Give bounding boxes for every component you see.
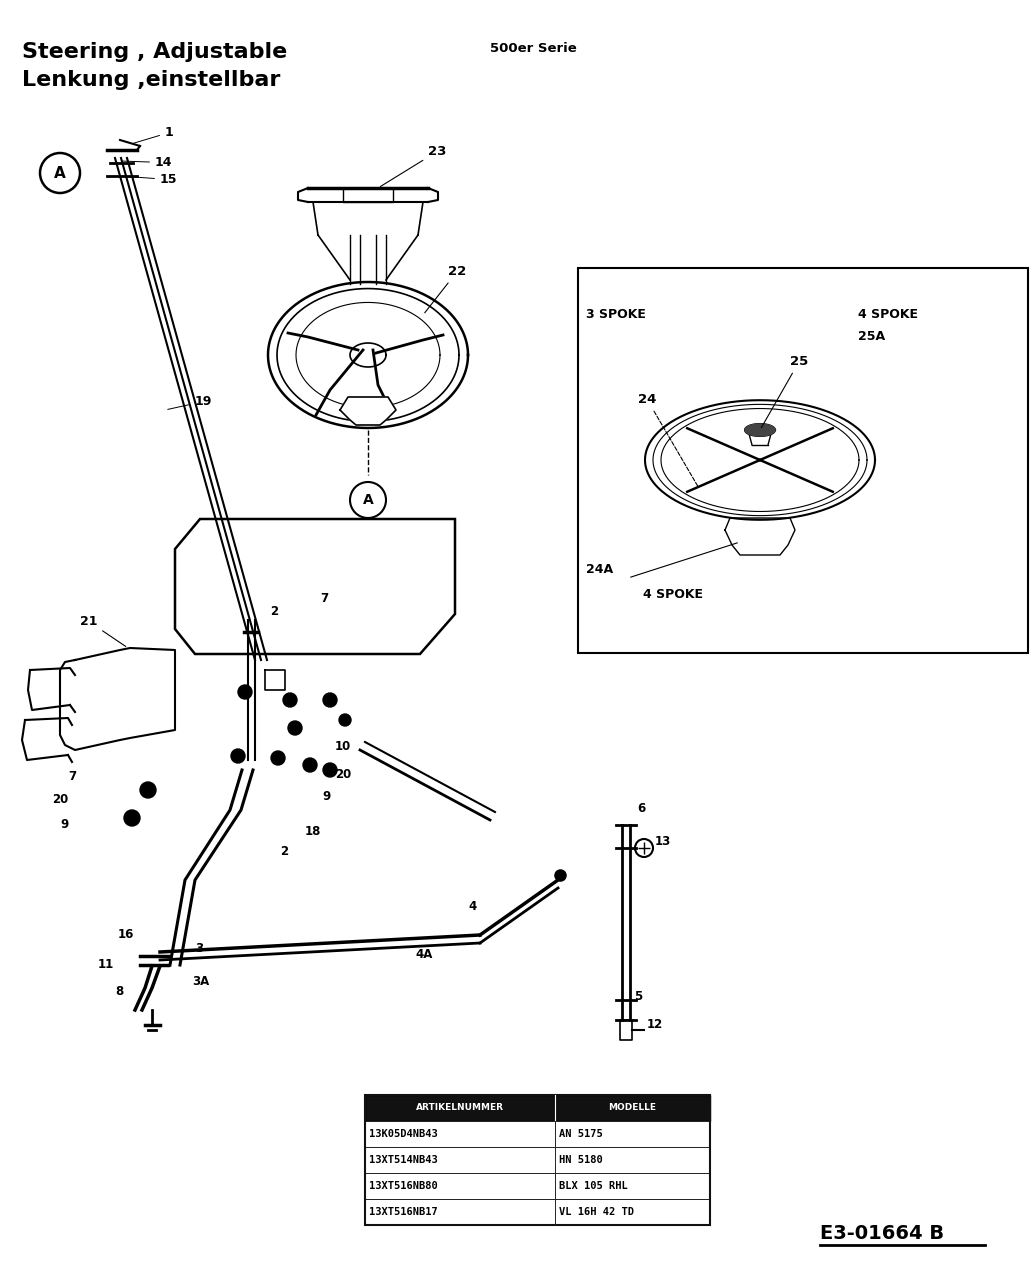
Bar [365, 1198, 710, 1225]
Text: ARTIKELNUMMER: ARTIKELNUMMER [416, 1104, 504, 1113]
Polygon shape [725, 518, 795, 555]
Text: 1: 1 [134, 127, 173, 143]
Circle shape [283, 693, 297, 707]
Circle shape [231, 749, 245, 764]
Text: BLX 105 RHL: BLX 105 RHL [559, 1181, 627, 1191]
Circle shape [238, 686, 252, 700]
Text: 20: 20 [335, 767, 351, 781]
Circle shape [288, 721, 302, 735]
Text: 10: 10 [335, 741, 351, 753]
Circle shape [323, 693, 337, 707]
Text: 24: 24 [638, 393, 699, 487]
Polygon shape [340, 396, 396, 425]
Text: A: A [362, 492, 374, 506]
Text: 12: 12 [647, 1018, 664, 1031]
Text: 20: 20 [52, 793, 68, 806]
Circle shape [303, 758, 317, 773]
Text: HN 5180: HN 5180 [559, 1155, 603, 1165]
Text: Steering , Adjustable: Steering , Adjustable [22, 42, 287, 61]
Circle shape [323, 764, 337, 778]
Bar [365, 1095, 710, 1225]
Text: 25: 25 [762, 356, 808, 427]
Circle shape [271, 751, 285, 765]
Text: 25A: 25A [858, 330, 885, 343]
Text: 7: 7 [68, 770, 76, 783]
Text: 13: 13 [655, 835, 671, 848]
Text: 2: 2 [270, 605, 279, 618]
Bar [578, 269, 1028, 654]
Text: 13XT516NB17: 13XT516NB17 [369, 1207, 438, 1218]
Text: 9: 9 [60, 819, 68, 831]
Bar [365, 1147, 710, 1173]
Text: 13XT514NB43: 13XT514NB43 [369, 1155, 438, 1165]
Text: 500er Serie: 500er Serie [490, 42, 577, 55]
Text: 3 SPOKE: 3 SPOKE [586, 308, 646, 321]
Text: 7: 7 [320, 592, 328, 605]
Text: 8: 8 [115, 985, 123, 998]
Bar [365, 1120, 710, 1147]
Circle shape [338, 714, 351, 726]
Circle shape [140, 781, 156, 798]
Text: Lenkung ,einstellbar: Lenkung ,einstellbar [22, 70, 281, 90]
Text: 11: 11 [98, 958, 115, 971]
Text: E3-01664 B: E3-01664 B [820, 1224, 944, 1243]
Text: 5: 5 [634, 990, 642, 1003]
Circle shape [635, 839, 653, 857]
Text: 16: 16 [118, 929, 134, 941]
Text: 23: 23 [381, 145, 447, 187]
Circle shape [124, 810, 140, 826]
Text: 14: 14 [123, 156, 172, 169]
Text: VL 16H 42 TD: VL 16H 42 TD [559, 1207, 634, 1218]
Text: 24A: 24A [586, 563, 613, 576]
Bar [365, 1173, 710, 1198]
Text: 6: 6 [637, 802, 645, 815]
Text: 4 SPOKE: 4 SPOKE [643, 588, 703, 601]
Text: MODELLE: MODELLE [609, 1104, 656, 1113]
Text: 4 SPOKE: 4 SPOKE [858, 308, 918, 321]
Text: 9: 9 [322, 790, 330, 803]
Polygon shape [745, 425, 775, 436]
Text: 3: 3 [195, 943, 203, 955]
Text: 4: 4 [467, 900, 476, 913]
Text: A: A [54, 165, 66, 180]
Bar [365, 1095, 710, 1120]
Text: 22: 22 [425, 265, 466, 313]
Text: 13XT516NB80: 13XT516NB80 [369, 1181, 438, 1191]
Text: 2: 2 [280, 845, 288, 858]
Text: 3A: 3A [192, 975, 209, 987]
Text: 19: 19 [168, 395, 213, 409]
Text: 4A: 4A [415, 948, 432, 961]
Text: 18: 18 [305, 825, 321, 838]
Text: AN 5175: AN 5175 [559, 1129, 603, 1140]
Text: 15: 15 [123, 173, 178, 185]
Text: 13K05D4NB43: 13K05D4NB43 [369, 1129, 438, 1140]
Text: 21: 21 [80, 615, 126, 646]
